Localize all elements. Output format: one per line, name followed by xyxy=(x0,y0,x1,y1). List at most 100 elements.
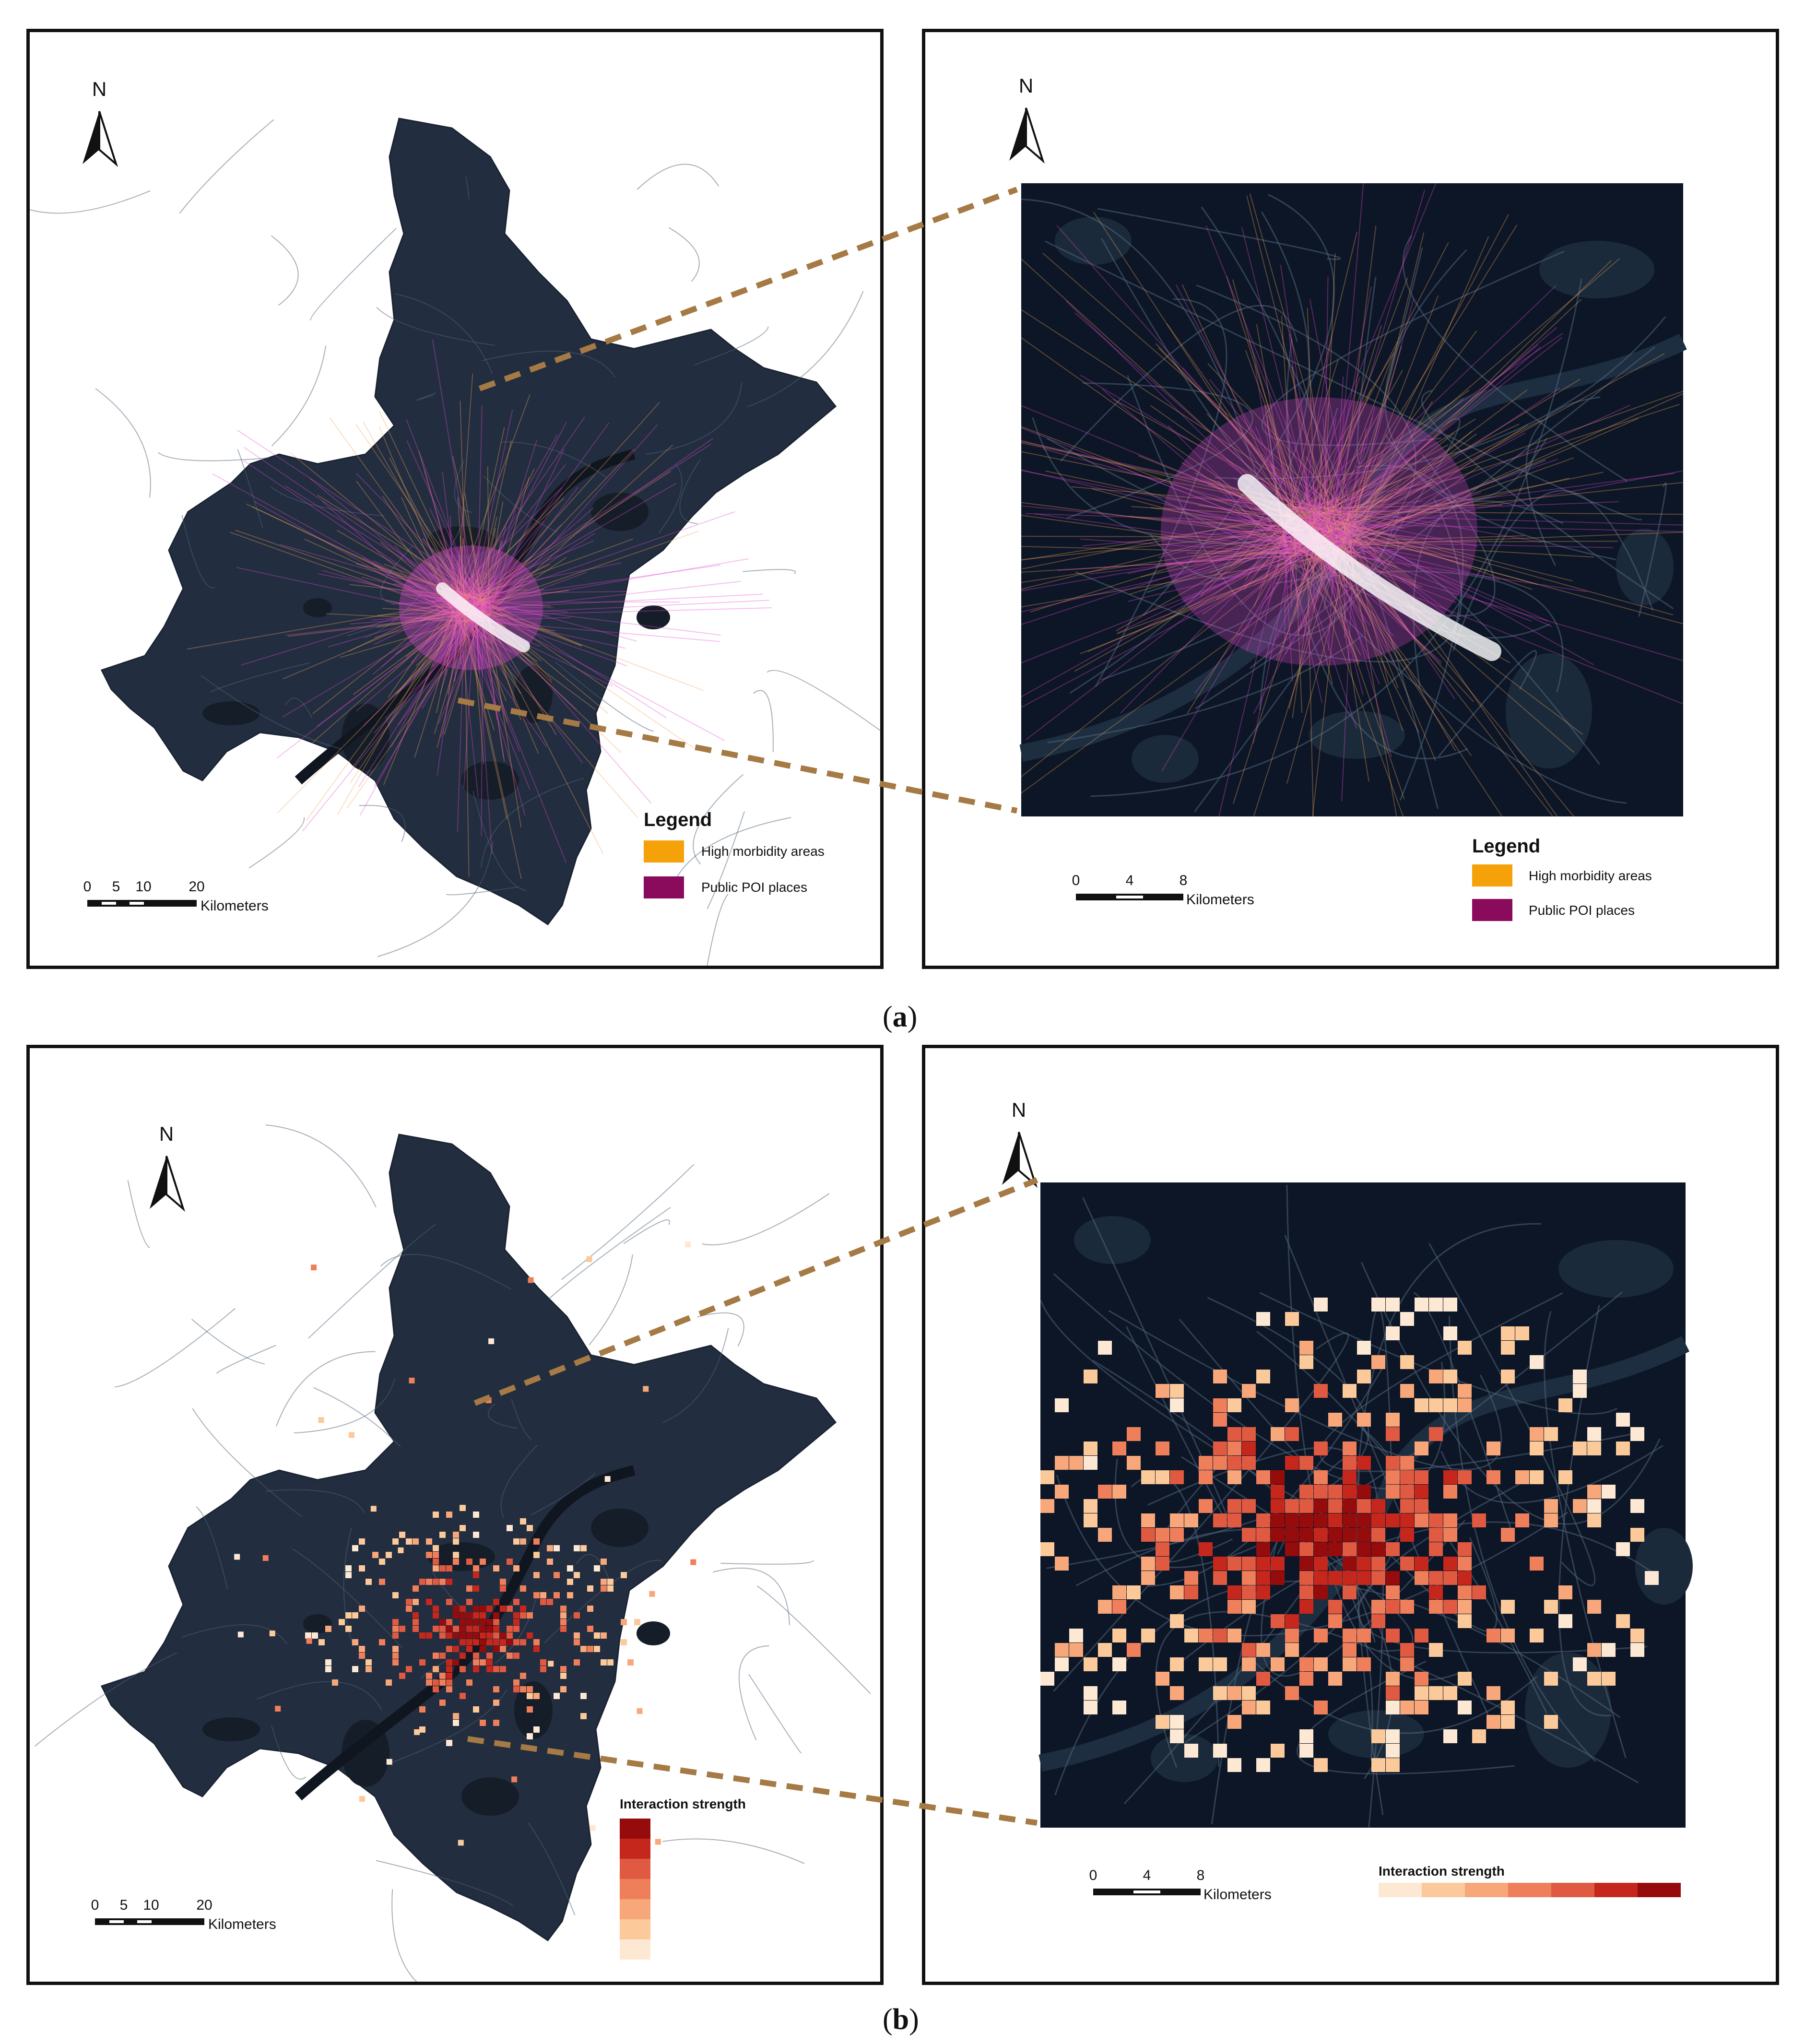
flow-line xyxy=(317,495,489,602)
interaction-cell xyxy=(1616,1413,1630,1427)
interaction-cell xyxy=(359,1565,365,1571)
interaction-cell xyxy=(1429,1427,1443,1441)
interaction-cell xyxy=(1386,1585,1400,1599)
flow-line xyxy=(472,560,502,610)
flow-line xyxy=(1218,520,1290,817)
flow-line xyxy=(394,545,459,616)
interaction-cell xyxy=(466,1679,472,1686)
interaction-cell xyxy=(1386,1298,1400,1311)
lake xyxy=(637,605,670,629)
legend: Legend High morbidity areas Public POI p… xyxy=(644,809,864,934)
interaction-cell xyxy=(1400,1643,1414,1657)
flow-line xyxy=(453,612,479,682)
interaction-cell xyxy=(1486,1686,1500,1700)
flow-line xyxy=(1021,518,1287,561)
flow-line xyxy=(1286,538,1348,589)
road xyxy=(548,1207,671,1300)
interaction-cell xyxy=(1630,1528,1644,1542)
scale-tick: 0 xyxy=(91,1897,99,1913)
interaction-cell xyxy=(1400,1312,1414,1326)
flow-line xyxy=(1311,418,1336,543)
flow-line xyxy=(326,613,485,622)
road xyxy=(1544,1311,1627,1759)
interaction-cell xyxy=(1343,1557,1357,1571)
interaction-cell xyxy=(453,1538,459,1545)
interaction-cell xyxy=(480,1646,486,1652)
legend-label-public-poi: Public POI places xyxy=(701,880,807,895)
interaction-cell xyxy=(1256,1557,1270,1571)
interaction-cell xyxy=(574,1659,580,1666)
interaction-cell xyxy=(1242,1557,1256,1571)
flow-line xyxy=(389,457,467,604)
interaction-cell xyxy=(1544,1600,1558,1614)
zoom-map-canvas xyxy=(1019,183,1687,817)
interaction-cell xyxy=(480,1606,486,1612)
flow-line xyxy=(438,603,466,616)
flow-line xyxy=(236,567,476,620)
interaction-cell xyxy=(1587,1441,1601,1455)
flow-line xyxy=(1021,426,1325,541)
interaction-cell xyxy=(1415,1513,1428,1527)
flow-line xyxy=(1312,508,1416,586)
flow-line xyxy=(1266,541,1304,601)
interaction-cell xyxy=(1415,1485,1428,1499)
interaction-cell xyxy=(1400,1499,1414,1513)
interaction-cell xyxy=(1343,1485,1357,1499)
flow-line xyxy=(1337,517,1478,547)
road xyxy=(1413,500,1564,687)
interaction-cell xyxy=(513,1612,519,1619)
flow-line xyxy=(1298,285,1557,532)
interaction-cell xyxy=(439,1579,446,1585)
interaction-cell xyxy=(433,1679,439,1686)
road xyxy=(30,190,151,214)
flow-line xyxy=(460,468,535,613)
road xyxy=(271,486,385,517)
interaction-cell xyxy=(1530,1427,1544,1441)
interaction-cell xyxy=(1386,1485,1400,1499)
flow-line xyxy=(1021,552,1345,573)
legend-title: Legend xyxy=(644,809,712,830)
flow-line xyxy=(1194,548,1307,694)
interaction-cell xyxy=(1299,1744,1313,1758)
flow-line xyxy=(460,568,462,622)
road xyxy=(1066,382,1253,519)
interaction-cell xyxy=(305,1632,311,1639)
interaction-cell xyxy=(1443,1686,1457,1700)
road xyxy=(1361,1262,1661,1525)
interaction-cell xyxy=(527,1632,533,1639)
flow-line xyxy=(1021,515,1298,554)
road xyxy=(157,452,270,461)
flow-line xyxy=(469,584,495,603)
scale-unit: Kilometers xyxy=(208,1916,276,1932)
flow-line xyxy=(282,610,463,718)
interaction-cell xyxy=(1112,1485,1126,1499)
flow-line xyxy=(1080,375,1322,520)
interaction-cell xyxy=(1343,1456,1357,1470)
interaction-cell xyxy=(1458,1398,1472,1412)
interaction-cell xyxy=(486,1626,493,1632)
interaction-cell xyxy=(1400,1600,1414,1614)
flow-line xyxy=(1355,473,1395,513)
interaction-cell xyxy=(1458,1470,1472,1484)
interaction-cell xyxy=(1371,1571,1385,1585)
flow-line xyxy=(371,611,473,621)
flow-line xyxy=(1342,472,1604,525)
interaction-cell xyxy=(1486,1715,1500,1729)
flow-line xyxy=(1302,432,1526,554)
flow-line xyxy=(1322,325,1382,517)
interaction-cell xyxy=(1299,1585,1313,1599)
flow-line xyxy=(473,593,763,609)
flow-line xyxy=(461,621,477,638)
interaction-cell xyxy=(1343,1384,1357,1398)
interaction-cell xyxy=(574,1572,580,1578)
interaction-cell xyxy=(1285,1398,1299,1412)
interaction-cell xyxy=(1055,1456,1069,1470)
ramp-swatch xyxy=(1379,1883,1422,1897)
flow-line xyxy=(1310,528,1405,800)
flow-line xyxy=(469,595,524,625)
interaction-cell xyxy=(493,1626,499,1632)
road xyxy=(265,1489,365,1513)
interaction-cell xyxy=(366,1659,372,1666)
interaction-cell xyxy=(413,1585,419,1592)
interaction-cell xyxy=(446,1512,452,1518)
